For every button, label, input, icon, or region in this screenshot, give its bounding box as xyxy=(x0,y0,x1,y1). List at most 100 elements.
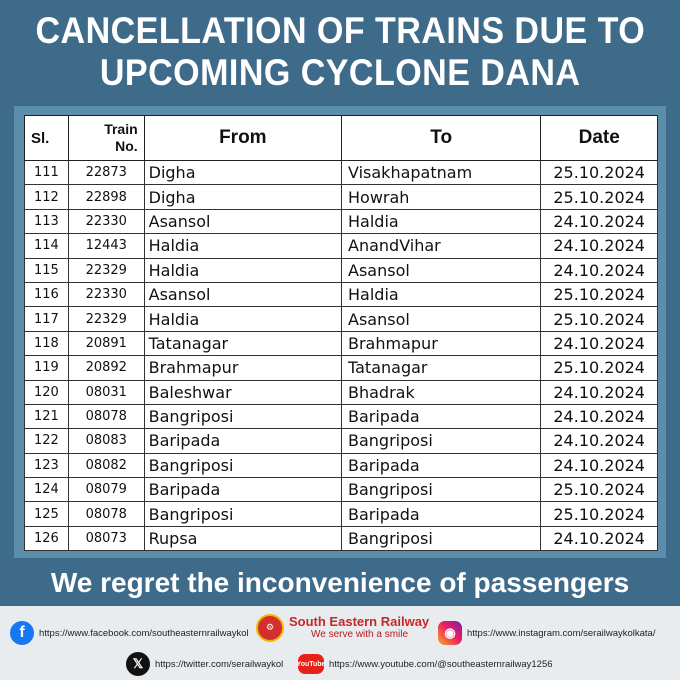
cell-sl: 126 xyxy=(25,526,69,551)
title-line-1: CANCELLATION OF TRAINS DUE TO xyxy=(35,10,645,51)
cell-sl: 113 xyxy=(25,209,69,234)
cell-date: 25.10.2024 xyxy=(553,285,645,305)
header-date: Date xyxy=(578,127,620,148)
cell-to: Brahmapur xyxy=(342,331,542,356)
cell-date: 24.10.2024 xyxy=(553,260,645,280)
table-row: 113 22330 Asansol Haldia 24.10.2024 xyxy=(24,209,658,235)
cell-date: 25.10.2024 xyxy=(553,358,645,378)
cell-train-no: 22329 xyxy=(69,258,145,282)
twitter-url[interactable]: https://twitter.com/serailwaykol xyxy=(155,658,284,670)
cell-date: 25.10.2024 xyxy=(553,163,645,183)
cell-train-no: 22330 xyxy=(69,209,145,234)
header-train-no: Train No. xyxy=(69,116,145,160)
cell-sl: 111 xyxy=(25,161,69,185)
header-from: From xyxy=(145,116,343,160)
header-train-no-line2: No. xyxy=(115,138,138,154)
table-row: 124 08079 Baripada Bangriposi 25.10.2024 xyxy=(24,478,658,503)
cell-from: Baleshwar xyxy=(145,380,342,404)
cell-date: 24.10.2024 xyxy=(553,236,645,256)
table-row: 117 22329 Haldia Asansol 25.10.2024 xyxy=(24,307,658,332)
cell-from: Asansol xyxy=(145,209,342,234)
cell-to: Bangriposi xyxy=(342,478,542,502)
cell-sl: 112 xyxy=(25,185,69,209)
cell-to: Bhadrak xyxy=(342,380,542,404)
cell-from: Baripada xyxy=(145,429,342,453)
cell-train-no: 22873 xyxy=(69,161,145,185)
table-row: 119 20892 Brahmapur Tatanagar 25.10.2024 xyxy=(24,356,658,381)
instagram-icon: ◉ xyxy=(438,621,462,645)
cell-to: Asansol xyxy=(342,307,542,331)
cell-train-no: 12443 xyxy=(69,234,145,258)
cell-to: Tatanagar xyxy=(342,356,542,380)
railway-logo-icon: ⚙ xyxy=(256,614,284,642)
facebook-link[interactable]: f https://www.facebook.com/southeasternr… xyxy=(10,621,249,645)
cell-date: 24.10.2024 xyxy=(553,431,645,451)
cell-sl: 123 xyxy=(25,453,69,478)
cell-from: Bangriposi xyxy=(145,404,342,429)
cell-sl: 121 xyxy=(25,404,69,429)
cell-from: Brahmapur xyxy=(145,356,342,380)
header-sl: Sl. xyxy=(25,116,69,160)
brand-tagline: We serve with a smile xyxy=(311,629,409,640)
cell-date: 24.10.2024 xyxy=(553,211,645,231)
table-header: Sl. Train No. From To Date xyxy=(24,115,658,161)
facebook-icon: f xyxy=(10,621,34,645)
youtube-link[interactable]: YouTube https://www.youtube.com/@southea… xyxy=(297,654,553,674)
facebook-url[interactable]: https://www.facebook.com/southeasternrai… xyxy=(39,627,249,639)
youtube-icon: YouTube xyxy=(297,654,325,674)
cell-from: Bangriposi xyxy=(145,502,342,526)
youtube-url[interactable]: https://www.youtube.com/@southeasternrai… xyxy=(329,658,553,670)
cell-from: Haldia xyxy=(145,307,342,331)
cell-to: Haldia xyxy=(342,282,542,307)
table-row: 126 08073 Rupsa Bangriposi 24.10.2024 xyxy=(24,526,658,552)
cell-train-no: 22330 xyxy=(69,282,145,307)
cell-date: 25.10.2024 xyxy=(553,187,645,207)
title-line-2: UPCOMING CYCLONE DANA xyxy=(99,52,581,93)
cell-train-no: 08031 xyxy=(69,380,145,404)
brand-block: ⚙ South Eastern Railway We serve with a … xyxy=(256,614,429,642)
table-row: 112 22898 Digha Howrah 25.10.2024 xyxy=(24,185,658,210)
cell-to: AnandVihar xyxy=(342,234,542,258)
table-row: 122 08083 Baripada Bangriposi 24.10.2024 xyxy=(24,429,658,454)
cell-to: Haldia xyxy=(342,209,542,234)
cell-sl: 125 xyxy=(25,502,69,526)
cell-date: 24.10.2024 xyxy=(553,529,645,549)
brand-name: South Eastern Railway xyxy=(289,614,430,629)
cell-to: Baripada xyxy=(342,453,542,478)
footer: f https://www.facebook.com/southeasternr… xyxy=(0,606,680,680)
table-body: 111 22873 Digha Visakhapatnam 25.10.2024 112 2… xyxy=(24,161,658,552)
cell-from: Bangriposi xyxy=(145,453,342,478)
cell-sl: 117 xyxy=(25,307,69,331)
cell-train-no: 22898 xyxy=(69,185,145,209)
x-icon: 𝕏 xyxy=(126,652,150,676)
cell-from: Rupsa xyxy=(145,526,342,551)
cell-to: Baripada xyxy=(342,404,542,429)
instagram-link[interactable]: ◉ https://www.instagram.com/serailwaykol… xyxy=(438,621,655,645)
cancellation-table: Sl. Train No. From To Date 111 22873 Digha… xyxy=(24,115,658,552)
cell-date: 24.10.2024 xyxy=(553,333,645,353)
cell-train-no: 08079 xyxy=(69,478,145,502)
cell-from: Haldia xyxy=(145,234,342,258)
cell-to: Bangriposi xyxy=(342,526,542,551)
cell-from: Digha xyxy=(145,185,342,209)
cell-to: Baripada xyxy=(342,502,542,526)
cell-train-no: 08073 xyxy=(69,526,145,551)
cell-date: 24.10.2024 xyxy=(553,455,645,475)
table-row: 116 22330 Asansol Haldia 25.10.2024 xyxy=(24,282,658,308)
instagram-url[interactable]: https://www.instagram.com/serailwaykolka… xyxy=(467,627,656,639)
cell-from: Haldia xyxy=(145,258,342,282)
twitter-link[interactable]: 𝕏 https://twitter.com/serailwaykol xyxy=(126,652,283,676)
cell-to: Asansol xyxy=(342,258,542,282)
table-row: 114 12443 Haldia AnandVihar 24.10.2024 xyxy=(24,234,658,259)
cell-from: Tatanagar xyxy=(145,331,342,356)
cell-from: Digha xyxy=(145,161,342,185)
cell-sl: 114 xyxy=(25,234,69,258)
cell-from: Asansol xyxy=(145,282,342,307)
cell-sl: 122 xyxy=(25,429,69,453)
cell-sl: 119 xyxy=(25,356,69,380)
header-to: To xyxy=(342,116,542,160)
cell-train-no: 20891 xyxy=(69,331,145,356)
header-train-no-line1: Train xyxy=(104,121,138,137)
cell-to: Bangriposi xyxy=(342,429,542,453)
table-row: 111 22873 Digha Visakhapatnam 25.10.2024 xyxy=(24,161,658,186)
